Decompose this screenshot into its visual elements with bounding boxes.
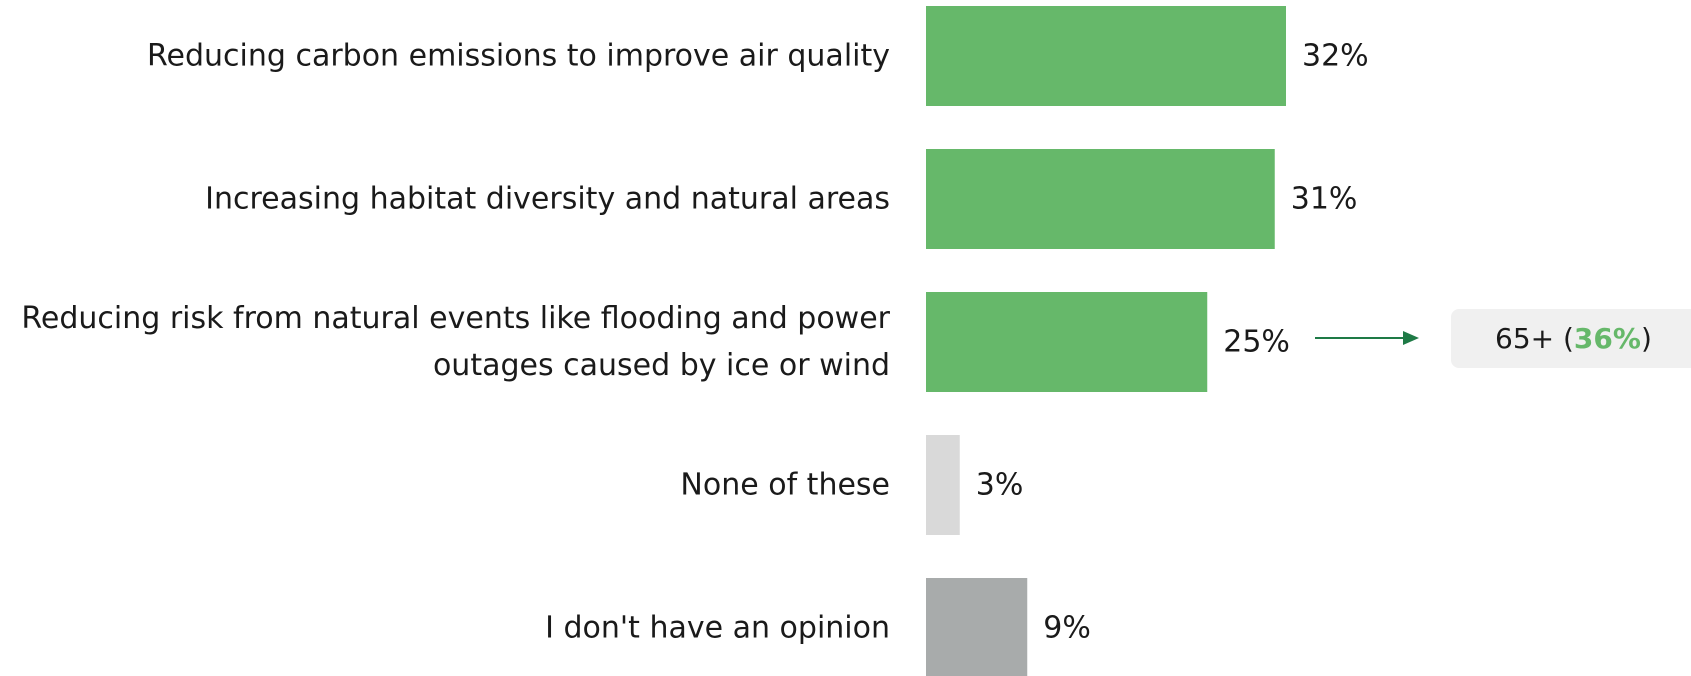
- category-label-1: Reducing carbon emissions to improve air…: [147, 39, 890, 74]
- bar-5: [926, 578, 1028, 676]
- callout-highlight: 36%: [1573, 322, 1641, 355]
- value-label-1: 32%: [1302, 39, 1369, 74]
- age-callout: 65+ (36%): [1451, 309, 1691, 368]
- bar-1: [926, 6, 1286, 106]
- category-label-3-line-2: outages caused by ice or wind: [433, 348, 890, 383]
- category-label-5: I don't have an opinion: [545, 611, 890, 646]
- callout-suffix: ): [1640, 322, 1652, 355]
- category-label-2: Increasing habitat diversity and natural…: [205, 182, 890, 217]
- bar-2: [926, 149, 1275, 249]
- callout-arrow-head: [1403, 331, 1419, 345]
- category-label-4: None of these: [680, 468, 890, 503]
- bar-3: [926, 292, 1208, 392]
- values-layer: 32% 31% 25% 3% 9%: [976, 39, 1369, 646]
- value-label-3: 25%: [1223, 325, 1290, 360]
- callout-arrow: [1315, 331, 1419, 345]
- category-label-3-line-1: Reducing risk from natural events like f…: [21, 301, 890, 336]
- bar-4: [926, 435, 960, 535]
- value-label-2: 31%: [1291, 182, 1358, 217]
- callout-prefix: 65+ (: [1495, 322, 1574, 355]
- value-label-5: 9%: [1043, 611, 1091, 646]
- labels-layer: Reducing carbon emissions to improve air…: [21, 39, 890, 646]
- bars-layer: [926, 6, 1286, 676]
- value-label-4: 3%: [976, 468, 1024, 503]
